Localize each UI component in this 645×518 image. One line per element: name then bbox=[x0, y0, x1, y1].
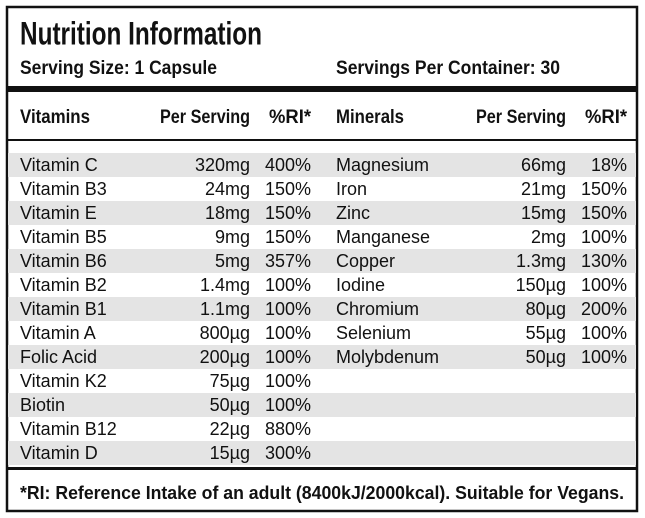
ri-percent: 200% bbox=[581, 299, 627, 319]
amount: 320mg bbox=[195, 155, 250, 175]
row-band bbox=[8, 153, 636, 177]
amount: 80µg bbox=[526, 299, 566, 319]
amount: 22µg bbox=[210, 419, 250, 439]
ri-percent: 100% bbox=[265, 323, 311, 343]
amount: 50µg bbox=[526, 347, 566, 367]
header-rule bbox=[8, 139, 636, 141]
nutrient-name: Vitamin C bbox=[20, 155, 98, 175]
ri-percent: 100% bbox=[265, 347, 311, 367]
nutrient-name: Selenium bbox=[336, 323, 411, 343]
row-shading bbox=[8, 153, 636, 465]
ri-percent: 150% bbox=[581, 179, 627, 199]
column-header: %RI* bbox=[585, 107, 628, 128]
amount: 50µg bbox=[210, 395, 250, 415]
amount: 55µg bbox=[526, 323, 566, 343]
ri-percent: 150% bbox=[265, 227, 311, 247]
nutrient-name: Vitamin B12 bbox=[20, 419, 117, 439]
nutrient-name: Vitamin K2 bbox=[20, 371, 107, 391]
ri-percent: 100% bbox=[265, 275, 311, 295]
nutrient-name: Vitamin E bbox=[20, 203, 97, 223]
amount: 1.3mg bbox=[516, 251, 566, 271]
nutrient-name: Vitamin A bbox=[20, 323, 96, 343]
amount: 800µg bbox=[200, 323, 250, 343]
ri-percent: 100% bbox=[265, 371, 311, 391]
ri-percent: 150% bbox=[581, 203, 627, 223]
row-band bbox=[8, 201, 636, 225]
ri-percent: 100% bbox=[581, 323, 627, 343]
row-band bbox=[8, 249, 636, 273]
footnote: *RI: Reference Intake of an adult (8400k… bbox=[20, 483, 624, 503]
footer-rule bbox=[8, 467, 636, 470]
thick-rule bbox=[8, 86, 636, 92]
ri-percent: 100% bbox=[581, 227, 627, 247]
nutrient-name: Biotin bbox=[20, 395, 65, 415]
amount: 75µg bbox=[210, 371, 250, 391]
amount: 21mg bbox=[521, 179, 566, 199]
column-header: Per Serving bbox=[476, 107, 566, 128]
amount: 200µg bbox=[200, 347, 250, 367]
column-header: Per Serving bbox=[160, 107, 250, 128]
ri-percent: 130% bbox=[581, 251, 627, 271]
nutrient-name: Molybdenum bbox=[336, 347, 439, 367]
serving-size: Serving Size: 1 Capsule bbox=[20, 58, 217, 79]
column-header: Minerals bbox=[336, 107, 404, 128]
amount: 15µg bbox=[210, 443, 250, 463]
amount: 9mg bbox=[215, 227, 250, 247]
amount: 1.4mg bbox=[200, 275, 250, 295]
amount: 66mg bbox=[521, 155, 566, 175]
row-band bbox=[8, 441, 636, 465]
nutrient-name: Zinc bbox=[336, 203, 370, 223]
servings-per-container: Servings Per Container: 30 bbox=[336, 58, 560, 79]
ri-percent: 880% bbox=[265, 419, 311, 439]
ri-percent: 18% bbox=[591, 155, 627, 175]
column-header: Vitamins bbox=[20, 107, 90, 128]
nutrient-name: Vitamin B1 bbox=[20, 299, 107, 319]
nutrient-name: Vitamin B2 bbox=[20, 275, 107, 295]
amount: 18mg bbox=[205, 203, 250, 223]
ri-percent: 100% bbox=[581, 347, 627, 367]
column-header: %RI* bbox=[269, 107, 312, 128]
nutrient-name: Vitamin B6 bbox=[20, 251, 107, 271]
row-band bbox=[8, 345, 636, 369]
nutrient-name: Iodine bbox=[336, 275, 385, 295]
nutrient-name: Folic Acid bbox=[20, 347, 97, 367]
ri-percent: 150% bbox=[265, 203, 311, 223]
row-band bbox=[8, 393, 636, 417]
nutrient-name: Vitamin B5 bbox=[20, 227, 107, 247]
amount: 2mg bbox=[531, 227, 566, 247]
amount: 150µg bbox=[516, 275, 566, 295]
nutrient-name: Chromium bbox=[336, 299, 419, 319]
ri-percent: 100% bbox=[265, 299, 311, 319]
amount: 5mg bbox=[215, 251, 250, 271]
ri-percent: 400% bbox=[265, 155, 311, 175]
nutrient-name: Manganese bbox=[336, 227, 430, 247]
amount: 24mg bbox=[205, 179, 250, 199]
ri-percent: 357% bbox=[265, 251, 311, 271]
amount: 1.1mg bbox=[200, 299, 250, 319]
nutrient-name: Magnesium bbox=[336, 155, 429, 175]
nutrient-name: Copper bbox=[336, 251, 395, 271]
nutrient-name: Vitamin D bbox=[20, 443, 98, 463]
nutrient-name: Vitamin B3 bbox=[20, 179, 107, 199]
title: Nutrition Information bbox=[20, 15, 262, 51]
ri-percent: 300% bbox=[265, 443, 311, 463]
ri-percent: 100% bbox=[265, 395, 311, 415]
row-band bbox=[8, 297, 636, 321]
amount: 15mg bbox=[521, 203, 566, 223]
ri-percent: 150% bbox=[265, 179, 311, 199]
nutrient-name: Iron bbox=[336, 179, 367, 199]
ri-percent: 100% bbox=[581, 275, 627, 295]
